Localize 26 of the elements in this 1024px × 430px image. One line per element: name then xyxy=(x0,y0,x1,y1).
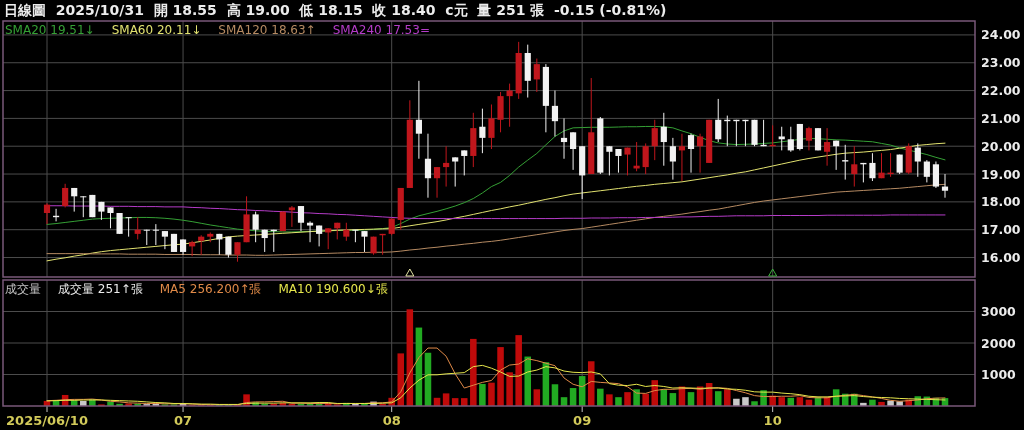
x-tick-label: 09 xyxy=(573,413,592,428)
y-tick-label: 22.00 xyxy=(981,83,1021,99)
y-tick-label: 3000 xyxy=(981,304,1017,319)
text: MA5 256.200↑張 xyxy=(159,281,262,296)
y-tick-label: 20.00 xyxy=(981,138,1021,154)
x-tick-label: 2025/06/10 xyxy=(6,413,88,428)
chart-title: 成交量 xyxy=(5,281,41,296)
y-tick-label: 17.00 xyxy=(981,222,1021,238)
x-tick-label: 07 xyxy=(174,413,193,428)
y-tick-label: 19.00 xyxy=(981,166,1021,182)
text: 成交量 251↑張 xyxy=(58,281,143,296)
text: SMA120 18.63↑ xyxy=(218,22,316,37)
y-tick-label: 24.00 xyxy=(981,27,1021,43)
text: SMA20 19.51↓ xyxy=(5,22,95,37)
text: MA10 190.600↓張 xyxy=(278,281,388,296)
x-tick-label: 10 xyxy=(763,413,782,428)
y-tick-label: 2000 xyxy=(981,335,1017,351)
y-tick-label: 21.00 xyxy=(981,110,1021,126)
x-tick-label: 08 xyxy=(382,413,401,428)
y-tick-label: 1000 xyxy=(981,367,1017,382)
y-tick-label: 16.00 xyxy=(981,250,1021,266)
chart-title: 日線圖 2025/10/31 開 18.55 高 19.00 低 18.15 收 18.40 c元 量 251 張 -0.15 (-0.81%) xyxy=(4,2,667,18)
y-tick-label: 18.00 xyxy=(981,194,1021,210)
text: SMA60 20.11↓ xyxy=(111,22,202,37)
y-tick-label: 23.00 xyxy=(981,55,1021,71)
text: SMA240 17.53= xyxy=(332,22,430,37)
